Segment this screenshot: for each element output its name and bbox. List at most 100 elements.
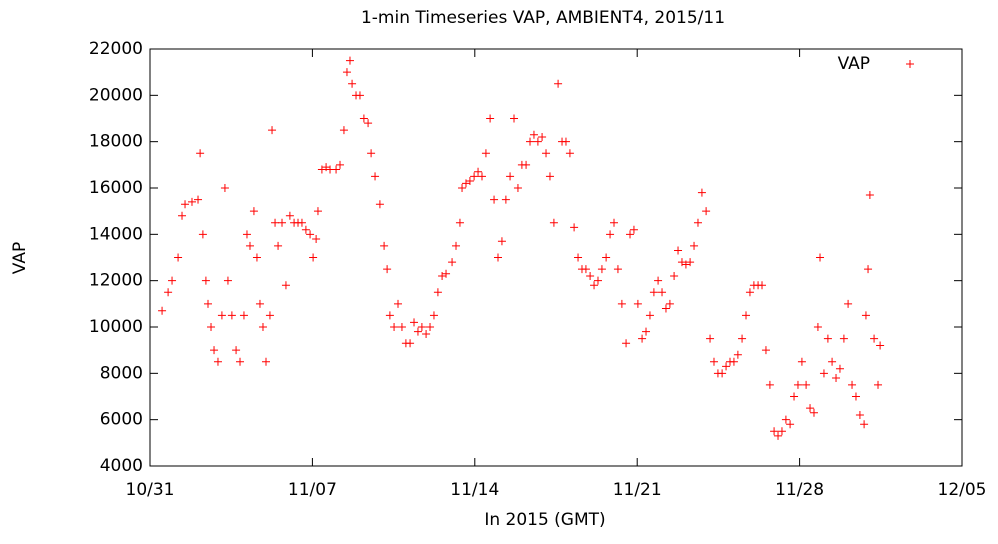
data-point xyxy=(761,346,770,355)
plot-frame xyxy=(149,48,963,467)
data-point xyxy=(194,195,203,204)
data-point xyxy=(501,195,510,204)
y-tick-label: 6000 xyxy=(100,410,143,430)
data-point xyxy=(835,364,844,373)
data-point xyxy=(610,218,618,227)
data-point xyxy=(554,79,563,88)
data-point xyxy=(406,339,415,348)
data-point xyxy=(697,188,706,197)
data-point xyxy=(522,160,531,169)
data-point xyxy=(397,323,406,331)
data-point xyxy=(658,288,667,297)
data-point xyxy=(510,114,519,123)
data-point xyxy=(364,119,373,128)
data-point xyxy=(777,427,786,436)
data-point xyxy=(470,172,479,181)
data-point xyxy=(242,230,251,239)
data-point xyxy=(638,334,647,343)
data-point xyxy=(844,299,853,308)
data-point xyxy=(196,149,205,158)
data-point xyxy=(317,165,326,174)
data-point xyxy=(542,149,551,158)
data-point xyxy=(642,327,651,336)
data-point xyxy=(533,137,542,146)
data-point xyxy=(394,299,403,308)
data-point xyxy=(465,177,474,186)
data-point xyxy=(590,281,599,290)
data-point xyxy=(645,311,654,320)
data-point xyxy=(722,362,731,371)
data-point xyxy=(158,306,167,315)
data-point xyxy=(198,230,207,239)
data-point xyxy=(490,195,499,204)
data-point xyxy=(718,369,727,378)
data-point xyxy=(281,281,290,290)
data-point xyxy=(690,241,699,250)
data-point xyxy=(654,276,663,285)
data-point xyxy=(851,392,860,401)
data-point xyxy=(649,288,658,297)
data-point xyxy=(164,288,173,297)
data-point xyxy=(793,380,802,389)
data-point xyxy=(268,126,277,135)
data-point xyxy=(359,114,368,123)
data-point xyxy=(549,218,558,227)
x-tick-label: 10/31 xyxy=(126,480,175,500)
data-point xyxy=(452,241,461,250)
data-point xyxy=(494,253,502,262)
data-point xyxy=(670,272,679,281)
data-point xyxy=(617,299,626,308)
data-point xyxy=(581,265,590,274)
data-point xyxy=(474,167,483,176)
data-point xyxy=(187,197,196,206)
data-point xyxy=(870,334,879,343)
data-point xyxy=(602,253,611,262)
data-point xyxy=(597,265,606,274)
data-point xyxy=(526,137,535,146)
data-point xyxy=(252,253,261,262)
data-point xyxy=(278,218,287,227)
data-point xyxy=(570,223,579,232)
data-point xyxy=(733,350,742,359)
data-point xyxy=(239,311,248,320)
data-point xyxy=(174,253,183,262)
data-point xyxy=(674,246,683,255)
data-point xyxy=(781,415,790,424)
data-point xyxy=(513,184,522,192)
data-point xyxy=(262,357,270,366)
data-point xyxy=(865,190,874,199)
data-point xyxy=(709,357,718,366)
data-point xyxy=(574,253,583,262)
data-point xyxy=(201,276,210,285)
data-point xyxy=(217,311,226,320)
data-point xyxy=(313,207,322,216)
data-point xyxy=(458,184,467,192)
data-point xyxy=(545,172,554,181)
data-point xyxy=(348,79,357,88)
data-point xyxy=(686,258,695,267)
data-point xyxy=(758,281,767,290)
data-point xyxy=(702,207,711,216)
legend-marker xyxy=(906,60,914,68)
data-point xyxy=(613,265,622,274)
data-point xyxy=(861,311,870,320)
x-tick-label: 12/05 xyxy=(938,480,987,500)
data-point xyxy=(285,211,294,220)
data-point xyxy=(802,380,811,389)
data-point xyxy=(786,420,795,429)
y-tick-label: 20000 xyxy=(89,85,143,105)
data-point xyxy=(213,357,222,366)
data-point xyxy=(629,225,638,234)
data-point xyxy=(486,114,495,123)
legend-label: VAP xyxy=(838,54,870,74)
data-point xyxy=(738,334,747,343)
data-point xyxy=(442,269,451,278)
data-point xyxy=(665,299,674,308)
data-point xyxy=(429,311,438,320)
data-point xyxy=(309,253,318,262)
data-point xyxy=(422,329,431,338)
data-point xyxy=(181,200,190,209)
data-point xyxy=(236,357,245,366)
data-point xyxy=(477,172,486,181)
